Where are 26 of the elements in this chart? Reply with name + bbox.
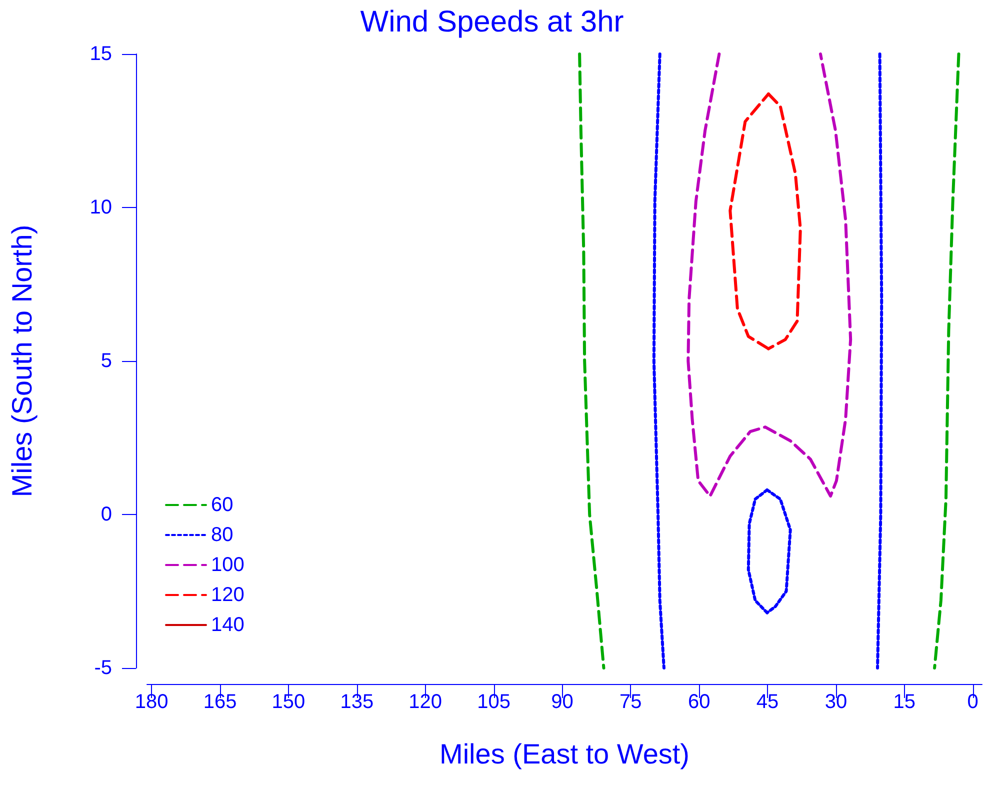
y-tick-label: 10 [90, 196, 112, 218]
x-tick-label: 90 [551, 691, 574, 713]
x-tick-label: 30 [824, 691, 848, 713]
y-tick-label: 15 [90, 43, 112, 65]
x-tick-label: 135 [340, 691, 374, 713]
legend-label: 140 [211, 614, 244, 636]
x-tick-label: 120 [408, 691, 442, 713]
x-tick-label: 150 [272, 691, 306, 713]
x-tick-label: 75 [620, 691, 642, 713]
x-tick-label: 105 [477, 691, 510, 713]
x-tick-label: 60 [688, 691, 710, 713]
legend-label: 60 [211, 494, 234, 516]
x-tick-label: 165 [203, 691, 237, 713]
y-tick-label: 5 [100, 350, 112, 372]
y-tick-label: 0 [100, 504, 112, 526]
x-tick-label: 0 [967, 691, 978, 713]
y-axis-title: Miles (South to North) [6, 224, 38, 498]
legend-label: 100 [211, 554, 244, 576]
x-axis-title: Miles (East to West) [440, 738, 690, 770]
legend-label: 80 [211, 524, 234, 546]
y-tick-label: -5 [94, 657, 112, 679]
x-tick-label: 180 [134, 691, 168, 713]
chart-title: Wind Speeds at 3hr [360, 6, 624, 38]
x-tick-label: 45 [756, 691, 779, 713]
legend-label: 120 [211, 584, 244, 606]
x-tick-label: 15 [893, 691, 916, 713]
